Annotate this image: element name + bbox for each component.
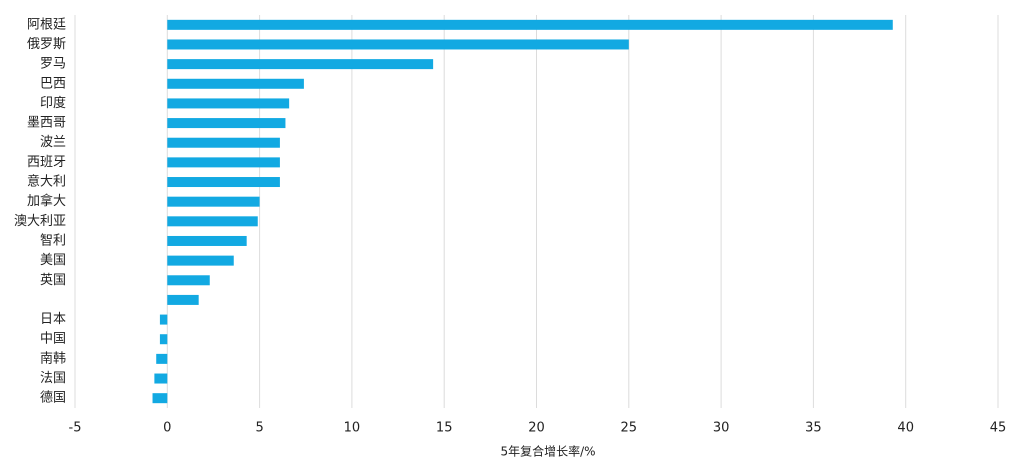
- bar: [167, 255, 234, 266]
- y-tick-label: 波兰: [40, 135, 66, 150]
- y-tick-label: 巴西: [40, 76, 66, 91]
- x-tick-label: 10: [344, 421, 361, 436]
- x-tick-label: 40: [897, 421, 914, 436]
- bar: [154, 373, 168, 384]
- y-tick-label: 阿根廷: [27, 17, 66, 32]
- bar: [167, 39, 629, 50]
- x-tick-label: 45: [990, 421, 1007, 436]
- bar: [159, 314, 168, 325]
- bar: [167, 19, 893, 30]
- y-tick-label: 罗马: [40, 57, 66, 72]
- y-tick-label: 印度: [40, 95, 66, 111]
- bar: [159, 334, 168, 345]
- y-tick-label: 墨西哥: [27, 116, 66, 131]
- bar: [167, 216, 258, 227]
- y-tick-label: 德国: [40, 391, 66, 406]
- y-tick-label: 加拿大: [27, 193, 66, 209]
- bar: [167, 137, 280, 148]
- bar: [167, 157, 280, 168]
- y-tick-label: 意大利: [27, 174, 66, 190]
- bar: [167, 78, 304, 89]
- x-tick-label: 25: [621, 421, 638, 436]
- bar: [152, 393, 168, 404]
- y-tick-label: 智利: [40, 233, 66, 248]
- x-tick-label: 20: [528, 421, 545, 436]
- y-tick-label: 澳大利亚: [14, 213, 66, 229]
- bar: [156, 353, 168, 364]
- x-tick-label: 5: [255, 421, 263, 436]
- y-tick-label: 南韩: [40, 350, 66, 366]
- x-tick-label: 30: [713, 421, 730, 436]
- y-tick-label: 日本: [40, 312, 66, 327]
- bar: [167, 294, 199, 305]
- y-tick-label: 美国: [40, 253, 66, 268]
- bar: [167, 196, 260, 207]
- bar: [167, 59, 434, 70]
- bar: [167, 118, 286, 129]
- bar: [167, 235, 247, 246]
- bar: [167, 98, 290, 109]
- y-tick-label: 英国: [40, 273, 66, 288]
- x-tick-label: 0: [163, 421, 171, 436]
- x-tick-label: -5: [69, 421, 82, 436]
- x-tick-label: 15: [436, 421, 453, 436]
- x-tick-label: 35: [805, 421, 822, 436]
- y-tick-label: 法国: [40, 371, 66, 386]
- y-tick-label: 中国: [40, 332, 66, 347]
- y-tick-label: 西班牙: [27, 155, 66, 170]
- bar: [167, 177, 280, 188]
- bar: [167, 275, 210, 286]
- x-axis-label: 5年复合增长率/%: [500, 444, 595, 459]
- y-tick-label: 俄罗斯: [27, 37, 66, 52]
